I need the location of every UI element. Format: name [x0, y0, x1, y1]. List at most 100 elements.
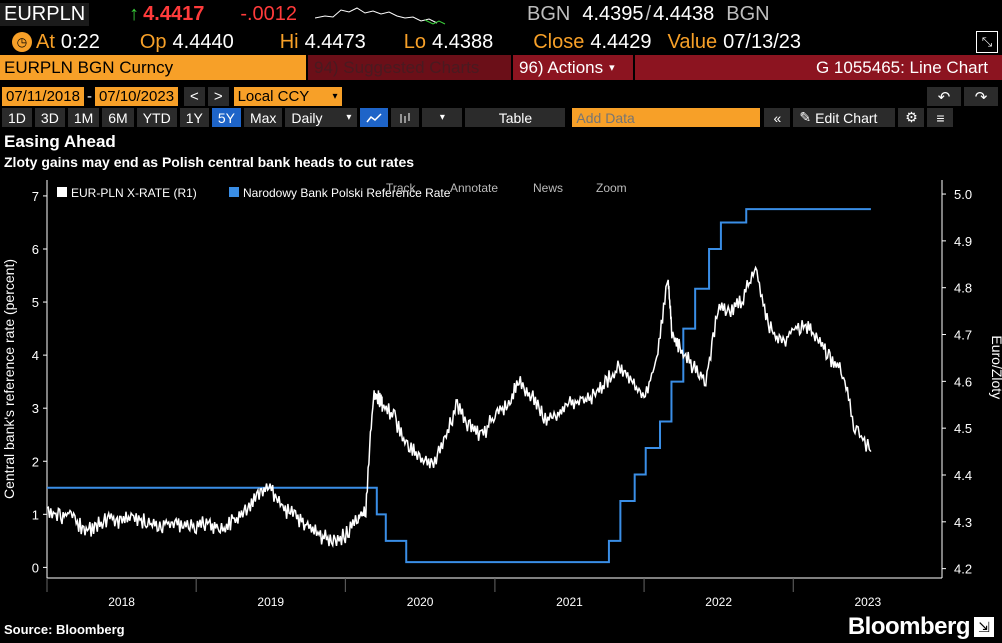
- left-tick-label: 2: [32, 454, 39, 469]
- y-axis-label-left: Central bank's reference rate (percent): [1, 259, 17, 499]
- low-value: 4.4388: [432, 30, 494, 53]
- actions-menu[interactable]: 96) Actions ▾: [513, 55, 633, 80]
- clock-icon: ◷: [12, 32, 32, 52]
- bid-price: 4.4395: [582, 3, 644, 25]
- pencil-icon: ✎: [799, 109, 812, 125]
- collapse-icon[interactable]: «: [764, 108, 791, 127]
- time-value: 0:22: [60, 30, 100, 53]
- chevron-down-icon[interactable]: ▾: [422, 108, 463, 127]
- start-date-input[interactable]: 07/11/2018: [2, 87, 84, 106]
- chevron-down-icon: ▾: [346, 112, 352, 123]
- open-label: Op: [139, 30, 167, 53]
- y-axis-label-right: Euro/Zloty: [989, 335, 1002, 399]
- chart-subtitle: Zloty gains may end as Polish central ba…: [4, 154, 415, 170]
- left-tick-label: 3: [32, 401, 39, 416]
- period-bar: 1D 3D 1M 6M YTD 1Y 5Y Max Daily ▾ ▾ Tabl…: [0, 107, 1002, 128]
- overlay-tool-news[interactable]: News: [533, 181, 563, 195]
- date-range-bar: 07/11/2018 - 07/10/2023 < > Local CCY ▾ …: [0, 86, 1002, 107]
- x-tick-label: 2020: [407, 595, 434, 609]
- last-price: 4.4417: [143, 3, 205, 25]
- overlay-tool-track[interactable]: Track: [386, 181, 417, 195]
- ticker-symbol[interactable]: EURPLN: [0, 3, 90, 26]
- date-range-dash: -: [86, 88, 92, 105]
- left-tick-label: 4: [32, 348, 39, 363]
- period-6m[interactable]: 6M: [102, 108, 134, 127]
- bloomberg-logo: Bloomberg: [847, 613, 971, 640]
- frequency-label: Daily: [291, 109, 323, 126]
- right-tick-label: 4.4: [954, 468, 972, 483]
- ask-source: BGN: [726, 3, 770, 25]
- period-1m[interactable]: 1M: [67, 108, 100, 127]
- frequency-select[interactable]: Daily ▾: [285, 108, 358, 127]
- right-tick-label: 4.8: [954, 281, 972, 296]
- overlay-tool-zoom[interactable]: Zoom: [596, 181, 627, 195]
- right-tick-label: 4.5: [954, 421, 972, 436]
- bar-chart-icon[interactable]: [391, 108, 420, 127]
- period-1d[interactable]: 1D: [2, 108, 32, 127]
- period-max[interactable]: Max: [243, 108, 283, 127]
- currency-label: Local CCY: [237, 88, 310, 105]
- suggested-charts-button[interactable]: 94) Suggested Charts: [308, 55, 511, 80]
- low-label: Lo: [403, 30, 427, 53]
- period-1y[interactable]: 1Y: [179, 108, 209, 127]
- time-label: At: [36, 30, 55, 53]
- resize-icon[interactable]: ⇲: [974, 617, 994, 637]
- chart-id: G 1055465: Line Chart: [635, 55, 1002, 80]
- period-5y[interactable]: 5Y: [211, 108, 241, 127]
- table-button[interactable]: Table: [465, 108, 566, 127]
- edit-chart-button[interactable]: ✎ Edit Chart: [793, 108, 896, 127]
- left-tick-label: 6: [32, 242, 39, 257]
- left-tick-label: 7: [32, 189, 39, 204]
- sparkline-icon: [315, 6, 446, 25]
- x-tick-label: 2023: [854, 595, 881, 609]
- fx-series-line: [46, 265, 872, 548]
- popout-icon[interactable]: ⤡: [976, 31, 998, 53]
- left-tick-label: 0: [32, 560, 39, 575]
- undo-icon[interactable]: ↶: [927, 87, 961, 106]
- settings-icon[interactable]: ⚙: [898, 108, 925, 127]
- overlay-tool-annotate[interactable]: Annotate: [450, 181, 498, 195]
- period-ytd[interactable]: YTD: [136, 108, 177, 127]
- add-data-input[interactable]: [572, 108, 761, 127]
- chart-title: Easing Ahead: [4, 132, 116, 151]
- rate-series-line: [47, 208, 871, 564]
- chevron-down-icon: ▾: [332, 91, 338, 102]
- right-tick-label: 4.6: [954, 374, 972, 389]
- actions-label: 96) Actions: [519, 57, 604, 77]
- right-tick-label: 4.7: [954, 328, 972, 343]
- left-tick-label: 5: [32, 295, 39, 310]
- period-3d[interactable]: 3D: [34, 108, 65, 127]
- line-chart-icon[interactable]: [360, 108, 389, 127]
- open-value: 4.4440: [172, 30, 234, 53]
- currency-select[interactable]: Local CCY ▾: [233, 87, 342, 106]
- high-label: Hi: [279, 30, 299, 53]
- left-tick-label: 1: [32, 507, 39, 522]
- legend-swatch-rate: [229, 187, 239, 197]
- end-date-input[interactable]: 07/10/2023: [94, 87, 179, 106]
- redo-icon[interactable]: ↷: [964, 87, 998, 106]
- ask-price: 4.4438: [653, 3, 715, 25]
- security-bar: EURPLN BGN Curncy 94) Suggested Charts 9…: [0, 55, 1002, 80]
- bid-source: BGN: [527, 3, 571, 25]
- security-field[interactable]: EURPLN BGN Curncy: [0, 55, 306, 80]
- line-chart[interactable]: 0 1 2 3 4 5 6 7 4.2 4.3 4.4 4.5 4.6 4.7 4.8 4.9 5.0 2018 2…: [0, 172, 1002, 620]
- right-tick-label: 4.2: [954, 562, 972, 577]
- ticker-bar: EURPLN ↑ 4.4417 -.0012 BGN 4.4395 / 4.44…: [0, 0, 1002, 29]
- value-label: Value: [667, 30, 718, 53]
- chevron-left-icon[interactable]: <: [184, 87, 205, 106]
- source-note: Source: Bloomberg: [4, 622, 125, 637]
- up-arrow-icon: ↑: [129, 3, 140, 25]
- legend-swatch-fx: [57, 187, 67, 197]
- chevron-right-icon[interactable]: >: [207, 87, 229, 106]
- right-tick-label: 4.9: [954, 234, 972, 249]
- menu-icon[interactable]: ≡: [927, 108, 954, 127]
- right-tick-label: 5.0: [954, 187, 972, 202]
- close-label: Close: [533, 30, 585, 53]
- legend-label-rate: Narodowy Bank Polski Reference Rate: [243, 186, 451, 200]
- right-tick-label: 4.3: [954, 515, 972, 530]
- value-date: 07/13/23: [723, 30, 802, 53]
- x-tick-label: 2021: [556, 595, 583, 609]
- high-value: 4.4473: [304, 30, 366, 53]
- net-change: -.0012: [240, 3, 298, 25]
- x-tick-label: 2018: [108, 595, 135, 609]
